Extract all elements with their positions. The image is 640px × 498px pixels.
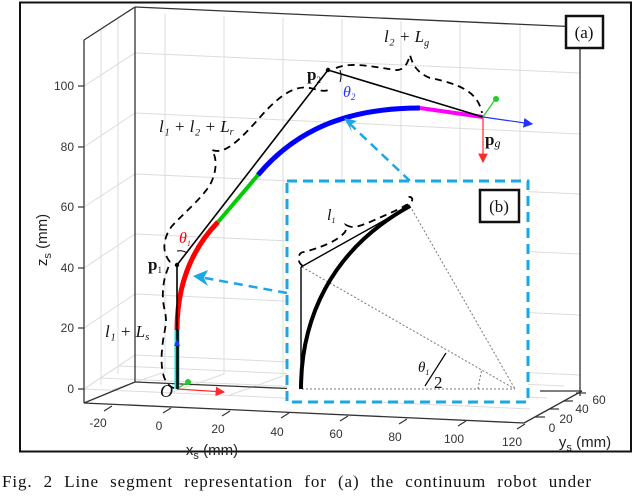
origin-label: O xyxy=(160,381,173,401)
svg-text:40: 40 xyxy=(575,402,589,416)
svg-text:60: 60 xyxy=(61,200,75,214)
p2-label: p2 xyxy=(307,65,321,85)
gripper-frame xyxy=(478,96,534,164)
theta1-label: θ1 xyxy=(179,230,191,248)
segment-rigid xyxy=(216,173,260,224)
z-axis-tick-labels: 100 80 60 40 20 0 xyxy=(54,79,74,396)
panel-b-label: (b) xyxy=(489,197,509,216)
segment-gripper xyxy=(419,106,484,119)
svg-text:-20: -20 xyxy=(89,416,107,430)
y-axis-ticks xyxy=(535,392,586,418)
brace-top-label: l₂ + Lg xyxy=(384,27,429,49)
svg-text:20: 20 xyxy=(61,321,75,335)
x-axis-ticks xyxy=(103,405,526,430)
inset-theta-label: θ1 xyxy=(418,360,429,377)
inset-b: θ1 2 l1 (b) xyxy=(285,179,530,404)
p1-label: p1 xyxy=(148,255,162,275)
panel-a: (a) xyxy=(564,14,605,50)
z-axis-label: zs (mm) xyxy=(34,214,54,266)
theta2-arc xyxy=(339,69,342,83)
svg-text:0: 0 xyxy=(67,382,74,396)
svg-text:40: 40 xyxy=(270,425,284,439)
brace-base-label: l₁ + Ls xyxy=(105,322,149,343)
svg-text:40: 40 xyxy=(61,261,75,275)
annotations: O p1 p2 pg θ1 θ2 l₁ + Ls l₁ + l₂ + Lr l₂… xyxy=(105,27,500,401)
panel-a-label: (a) xyxy=(575,23,594,42)
svg-text:0: 0 xyxy=(156,419,163,433)
segment-bending-2 xyxy=(256,105,421,177)
z-axis-ticks xyxy=(78,85,84,390)
svg-text:100: 100 xyxy=(54,79,74,93)
x-axis-tick-labels: -20 0 20 40 60 80 100 120 xyxy=(89,416,522,449)
svg-text:20: 20 xyxy=(211,422,225,436)
svg-text:20: 20 xyxy=(559,412,573,426)
pg-label: pg xyxy=(485,130,500,150)
axis-box xyxy=(83,6,583,424)
svg-text:0: 0 xyxy=(549,421,556,435)
svg-text:100: 100 xyxy=(444,432,464,446)
svg-text:80: 80 xyxy=(388,430,402,444)
theta1-arc xyxy=(176,250,188,254)
svg-text:80: 80 xyxy=(61,140,75,154)
x-axis-label: xs (mm) xyxy=(186,442,238,462)
figure-caption: Fig. 2 Line segment representation for (… xyxy=(2,472,592,491)
line-segment-approximation xyxy=(176,69,484,389)
svg-text:120: 120 xyxy=(502,435,522,449)
brace-mid-label: l₁ + l₂ + Lr xyxy=(159,117,234,138)
brace-annotations xyxy=(160,51,483,389)
y-axis-label: ys (mm) xyxy=(559,434,611,454)
inset-l-label: l1 xyxy=(327,207,335,225)
inset-theta-denominator: 2 xyxy=(434,373,443,392)
svg-text:60: 60 xyxy=(329,427,343,441)
svg-text:60: 60 xyxy=(592,393,606,407)
inset-pointers xyxy=(204,123,411,295)
y-axis-tick-labels: 0 20 40 60 xyxy=(549,393,606,435)
theta2-label: θ2 xyxy=(343,84,356,102)
